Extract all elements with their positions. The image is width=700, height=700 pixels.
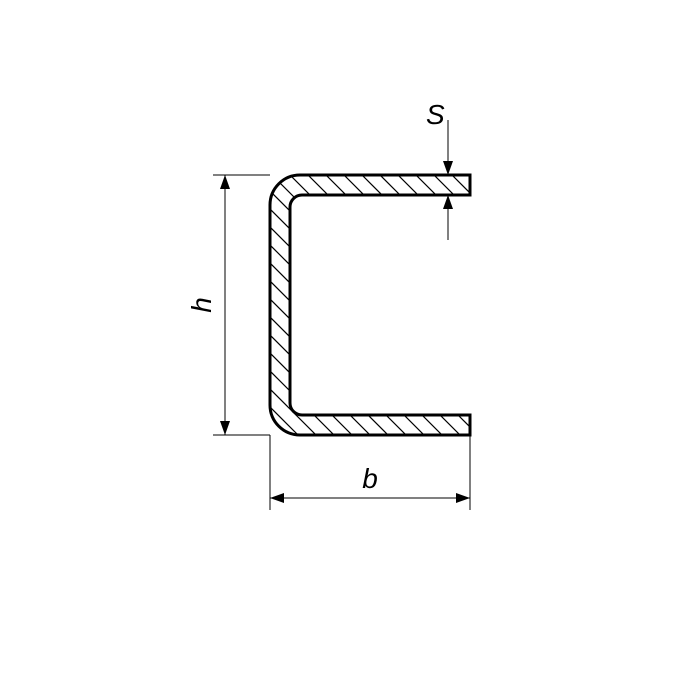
channel-cross-section-diagram: h b S <box>0 0 700 700</box>
dim-label-h: h <box>186 297 217 313</box>
dim-label-b: b <box>362 463 378 494</box>
dim-label-s: S <box>426 99 445 130</box>
section-hatching <box>230 0 510 700</box>
channel-outline <box>270 175 470 435</box>
